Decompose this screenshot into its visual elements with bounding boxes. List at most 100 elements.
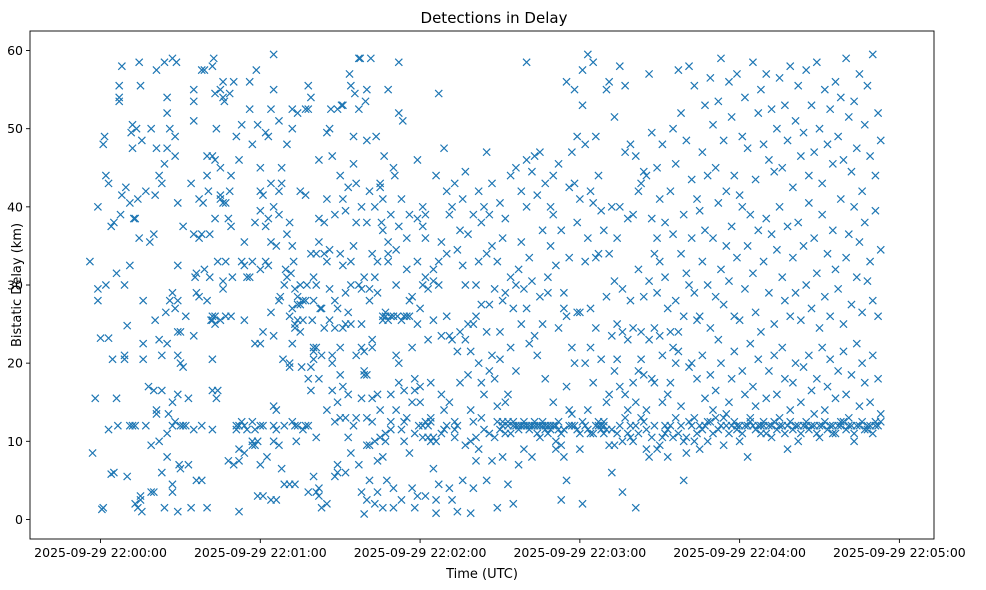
data-point-marker — [767, 421, 776, 430]
data-point-marker — [450, 417, 459, 426]
data-point-marker — [264, 261, 273, 270]
data-point-marker — [290, 320, 299, 329]
data-point-marker — [261, 222, 270, 231]
data-point-marker — [692, 195, 702, 204]
data-point-marker — [325, 284, 334, 293]
data-point-marker — [639, 292, 648, 301]
data-point-marker — [285, 363, 294, 372]
data-point-marker — [448, 202, 457, 211]
data-point-marker — [378, 503, 387, 512]
data-point-marker — [629, 210, 638, 219]
data-point-marker — [328, 351, 337, 360]
data-point-marker — [493, 402, 502, 411]
data-point-marker — [706, 417, 715, 426]
data-point-marker — [493, 503, 502, 512]
data-point-marker — [155, 437, 164, 446]
data-point-marker — [314, 484, 323, 493]
data-point-marker — [482, 327, 491, 336]
data-point-marker — [746, 210, 755, 219]
data-point-marker — [357, 284, 366, 293]
data-point-marker — [522, 58, 531, 67]
data-point-marker — [304, 421, 313, 430]
data-point-marker — [796, 316, 805, 325]
data-point-marker — [477, 218, 486, 227]
data-point-marker — [240, 237, 249, 247]
data-point-marker — [615, 421, 624, 430]
data-point-marker — [341, 468, 350, 477]
data-point-marker — [125, 198, 134, 207]
data-point-marker — [173, 507, 182, 516]
data-point-marker — [149, 386, 158, 395]
data-point-marker — [525, 339, 534, 348]
data-point-marker — [208, 425, 217, 434]
data-point-marker — [253, 437, 262, 446]
data-point-marker — [434, 257, 443, 266]
data-point-marker — [149, 230, 158, 239]
data-point-marker — [330, 323, 339, 333]
data-point-marker — [354, 54, 363, 63]
data-point-marker — [160, 503, 169, 512]
data-point-marker — [770, 320, 779, 329]
data-point-marker — [541, 374, 550, 383]
data-point-marker — [740, 284, 749, 293]
data-point-marker — [384, 237, 393, 247]
data-point-marker — [714, 335, 723, 344]
data-point-marker — [501, 214, 510, 223]
data-point-marker — [828, 429, 837, 438]
data-point-marker — [666, 378, 675, 387]
data-point-marker — [828, 226, 837, 235]
data-point-marker — [812, 429, 821, 438]
data-point-marker — [354, 460, 363, 469]
x-tick-label: 2025-09-29 22:03:00 — [513, 545, 646, 560]
data-point-marker — [818, 343, 827, 352]
data-point-marker — [522, 155, 531, 164]
data-point-marker — [152, 409, 161, 418]
data-point-marker — [511, 280, 520, 290]
data-point-marker — [418, 222, 427, 231]
data-point-marker — [349, 241, 358, 250]
data-point-marker — [860, 378, 869, 387]
data-point-marker — [117, 62, 126, 71]
data-point-marker — [650, 378, 659, 387]
data-point-marker — [714, 198, 723, 207]
data-point-marker — [165, 296, 174, 305]
data-point-marker — [224, 456, 233, 465]
data-point-marker — [312, 280, 321, 290]
data-point-marker — [842, 425, 851, 434]
data-point-marker — [732, 69, 741, 79]
data-point-marker — [221, 198, 230, 207]
data-point-marker — [815, 433, 824, 442]
data-point-marker — [229, 77, 238, 86]
data-point-marker — [607, 331, 616, 340]
data-point-marker — [629, 323, 638, 333]
data-point-marker — [357, 320, 366, 329]
data-point-marker — [163, 339, 172, 348]
data-point-marker — [706, 73, 715, 82]
data-point-marker — [836, 195, 845, 204]
data-point-marker — [613, 429, 622, 438]
data-point-marker — [432, 437, 441, 446]
data-point-marker — [794, 218, 803, 227]
data-point-marker — [101, 171, 110, 180]
data-point-marker — [123, 472, 132, 481]
data-point-marker — [171, 132, 180, 141]
data-point-marker — [392, 280, 401, 290]
data-point-marker — [293, 421, 302, 430]
data-point-marker — [195, 292, 204, 301]
data-point-marker — [261, 128, 270, 137]
data-point-marker — [863, 277, 872, 286]
data-point-marker — [679, 312, 688, 321]
data-point-marker — [541, 179, 550, 188]
data-point-marker — [610, 112, 619, 121]
data-point-marker — [535, 292, 544, 301]
data-point-marker — [850, 437, 859, 446]
data-point-marker — [818, 179, 827, 188]
data-point-marker — [336, 343, 345, 352]
data-point-marker — [735, 191, 744, 200]
data-point-marker — [272, 406, 281, 415]
data-point-marker — [764, 366, 773, 375]
data-point-marker — [133, 195, 142, 204]
data-point-marker — [168, 480, 177, 489]
data-point-marker — [328, 386, 337, 395]
data-point-marker — [372, 132, 381, 141]
